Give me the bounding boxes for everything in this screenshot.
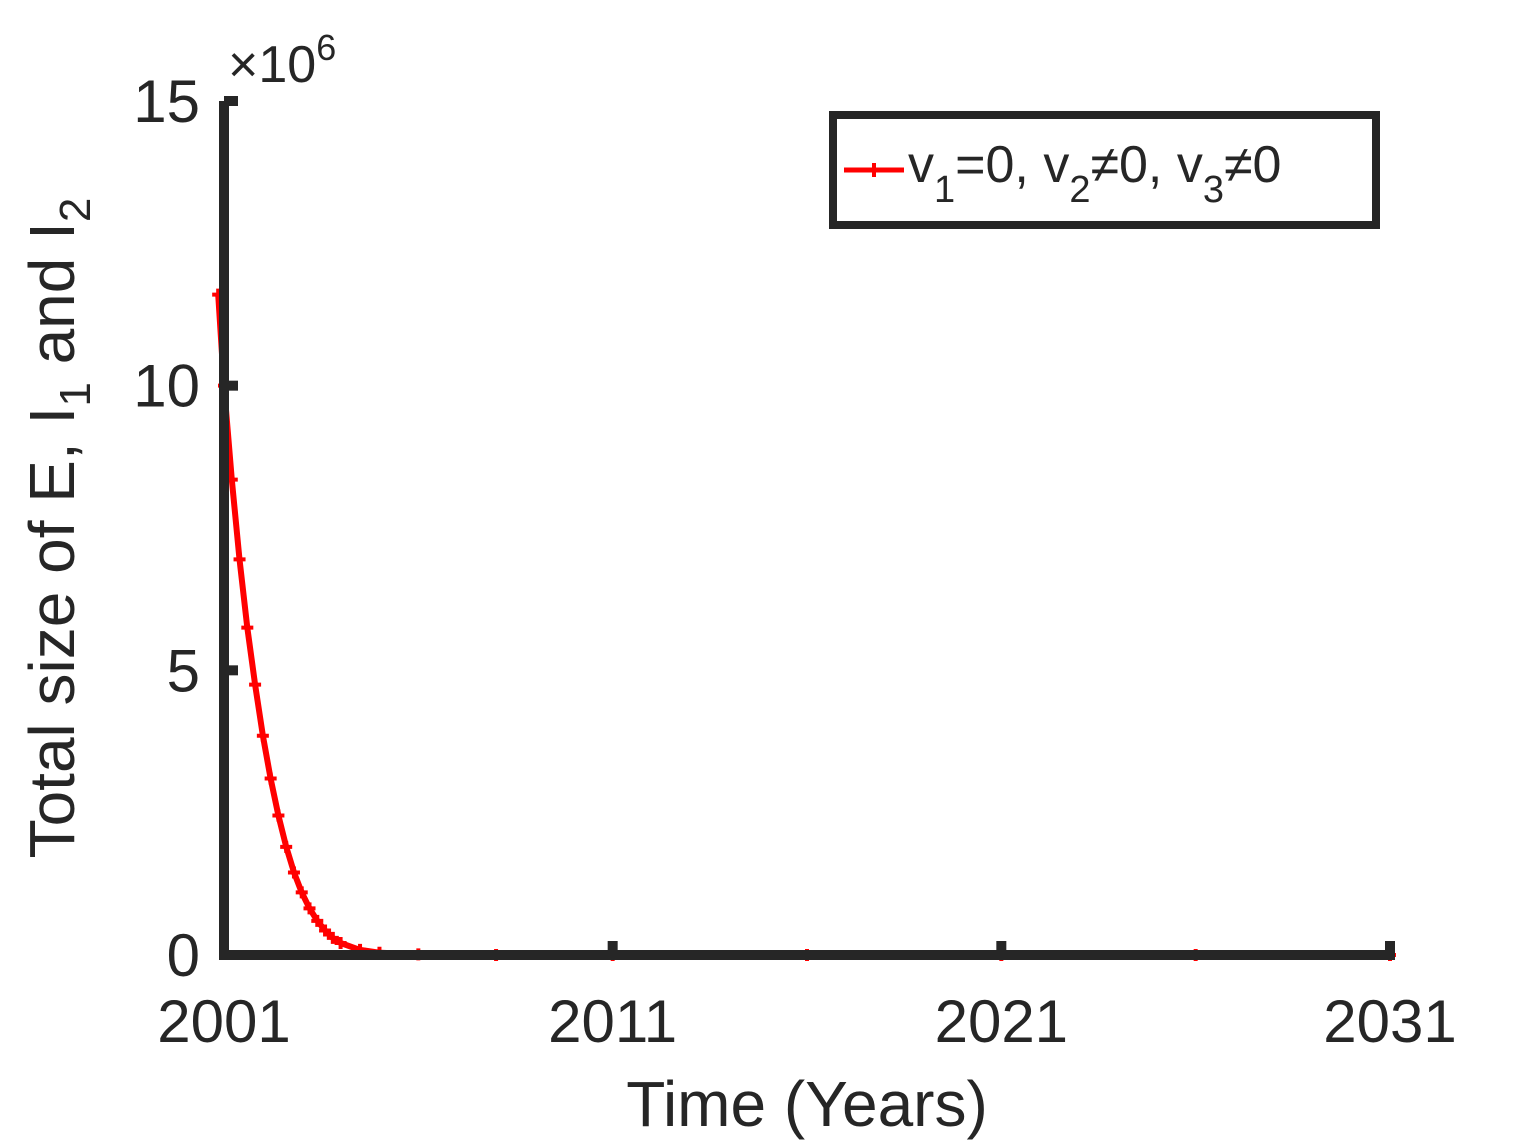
legend-subscript: 3 (1203, 169, 1224, 211)
series-layer (212, 288, 1396, 961)
data-point-marker (241, 621, 254, 634)
y-tick-label: 10 (133, 353, 200, 420)
data-point-marker (287, 866, 300, 879)
data-point-marker (311, 914, 324, 927)
y-label-prefix: Total size of E, I (16, 407, 88, 859)
data-point-marker (295, 886, 308, 899)
data-point-marker (319, 924, 332, 937)
data-point-marker (256, 729, 269, 742)
legend-text-part: v (908, 136, 934, 194)
legend-subscript: 2 (1069, 169, 1090, 211)
x-ticks: 2001 2011 2021 2031 (157, 941, 1457, 1055)
data-point-marker (264, 772, 277, 785)
y-axis-exponent: ×106 (228, 27, 336, 94)
y-tick-label: 0 (167, 922, 200, 989)
legend-text-part: ≠0, v (1090, 136, 1202, 194)
x-tick-label: 2021 (935, 988, 1068, 1055)
legend-subscript: 1 (934, 169, 955, 211)
x-tick-label: 2001 (157, 988, 290, 1055)
legend: v1=0, v2≠0, v3≠0 (829, 111, 1380, 229)
data-point-marker (233, 553, 246, 566)
series-line-1 (215, 294, 1390, 958)
y-ticks: 0 5 10 15 (133, 68, 238, 989)
data-point-marker (272, 809, 285, 822)
y-label-sub2: 2 (51, 198, 100, 222)
data-point-marker (303, 902, 316, 915)
axes-layer (219, 101, 1395, 960)
legend-entry: v1=0, v2≠0, v3≠0 (908, 136, 1281, 211)
x-tick-label: 2011 (548, 988, 677, 1055)
y-axis-label: Total size of E, I1 and I2 (16, 198, 100, 859)
legend-text-part: =0, v (955, 136, 1069, 194)
x-tick-label: 2031 (1323, 988, 1456, 1055)
y-exponent-times: ×10 (228, 36, 316, 94)
data-point-marker (280, 840, 293, 853)
legend-plus-marker (867, 163, 881, 177)
y-tick-label: 5 (167, 637, 200, 704)
x-axis-label: Time (Years) (626, 1068, 988, 1140)
legend-box (829, 111, 1380, 229)
y-exponent-power: 6 (316, 27, 336, 68)
y-tick-label: 15 (133, 68, 200, 135)
data-point-marker (326, 931, 339, 944)
data-point-marker (334, 937, 347, 950)
data-point-marker (249, 678, 262, 691)
legend-text-part: ≠0 (1224, 136, 1281, 194)
y-label-middle: and I (16, 222, 88, 382)
legend-marker-plus (867, 163, 881, 177)
y-label-sub1: 1 (51, 382, 100, 406)
